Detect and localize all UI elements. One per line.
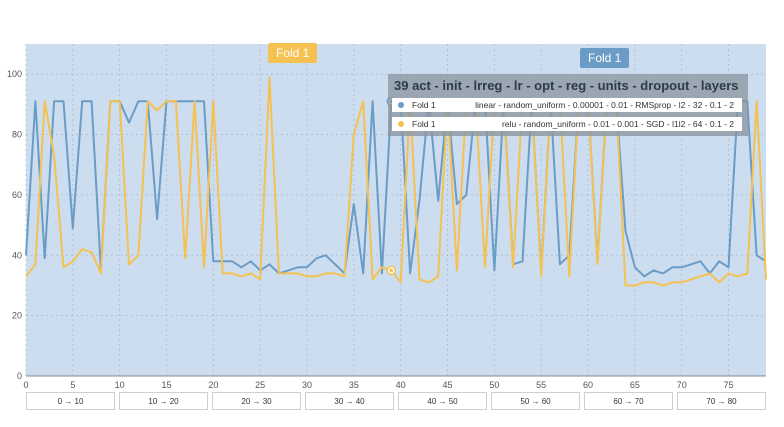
fold-badge-blue: Fold 1 xyxy=(580,48,630,68)
y-tick-label: 20 xyxy=(12,311,22,321)
legend-dot-icon xyxy=(398,121,404,127)
range-button-40-50[interactable]: 40 → 50 xyxy=(398,392,487,410)
x-tick-label: 10 xyxy=(115,380,125,390)
legend-dot-icon xyxy=(398,102,404,108)
fold-badge-orange: Fold 1 xyxy=(268,43,318,63)
range-button-10-20[interactable]: 10 → 20 xyxy=(119,392,208,410)
x-tick-label: 65 xyxy=(630,380,640,390)
y-tick-label: 40 xyxy=(12,250,22,260)
tooltip-row: Fold 1 linear - random_uniform - 0.00001… xyxy=(392,98,742,112)
x-tick-label: 75 xyxy=(724,380,734,390)
x-tick-label: 35 xyxy=(349,380,359,390)
x-tick-label: 20 xyxy=(208,380,218,390)
grid-lines xyxy=(25,44,766,377)
range-button-60-70[interactable]: 60 → 70 xyxy=(584,392,673,410)
series-line-orange[interactable] xyxy=(25,76,767,287)
range-button-50-60[interactable]: 50 → 60 xyxy=(491,392,580,410)
range-button-70-80[interactable]: 70 → 80 xyxy=(677,392,766,410)
range-button-0-10[interactable]: 0 → 10 xyxy=(26,392,115,410)
tooltip-series-value: relu - random_uniform - 0.01 - 0.001 - S… xyxy=(502,119,734,129)
x-tick-label: 50 xyxy=(489,380,499,390)
y-tick-label: 0 xyxy=(17,371,22,381)
range-button-30-40[interactable]: 30 → 40 xyxy=(305,392,394,410)
x-tick-label: 30 xyxy=(302,380,312,390)
range-button-20-30[interactable]: 20 → 30 xyxy=(212,392,301,410)
x-tick-label: 5 xyxy=(70,380,75,390)
tooltip-row: Fold 1 relu - random_uniform - 0.01 - 0.… xyxy=(392,117,742,131)
range-selector: 0 → 10 10 → 20 20 → 30 30 → 40 40 → 50 5… xyxy=(26,392,770,412)
tooltip-series-name: Fold 1 xyxy=(412,100,436,110)
hover-marker-dot xyxy=(389,268,394,273)
tooltip-series-name: Fold 1 xyxy=(412,119,436,129)
x-tick-label: 0 xyxy=(23,380,28,390)
x-tick-label: 55 xyxy=(536,380,546,390)
x-tick-label: 25 xyxy=(255,380,265,390)
y-tick-label: 100 xyxy=(7,69,22,79)
x-tick-label: 60 xyxy=(583,380,593,390)
tooltip-series-value: linear - random_uniform - 0.00001 - 0.01… xyxy=(475,100,734,110)
x-tick-label: 45 xyxy=(443,380,453,390)
x-tick-label: 40 xyxy=(396,380,406,390)
y-tick-label: 80 xyxy=(12,130,22,140)
chart-tooltip: 39 act - init - lrreg - lr - opt - reg -… xyxy=(388,74,748,136)
x-tick-label: 15 xyxy=(161,380,171,390)
x-tick-label: 70 xyxy=(677,380,687,390)
axes: 0 20 40 60 80 100 0 5 10 15 20 25 30 35 40 45 50 55 60 65 70… xyxy=(7,69,766,390)
tooltip-title: 39 act - init - lrreg - lr - opt - reg -… xyxy=(394,78,739,93)
y-tick-label: 60 xyxy=(12,190,22,200)
